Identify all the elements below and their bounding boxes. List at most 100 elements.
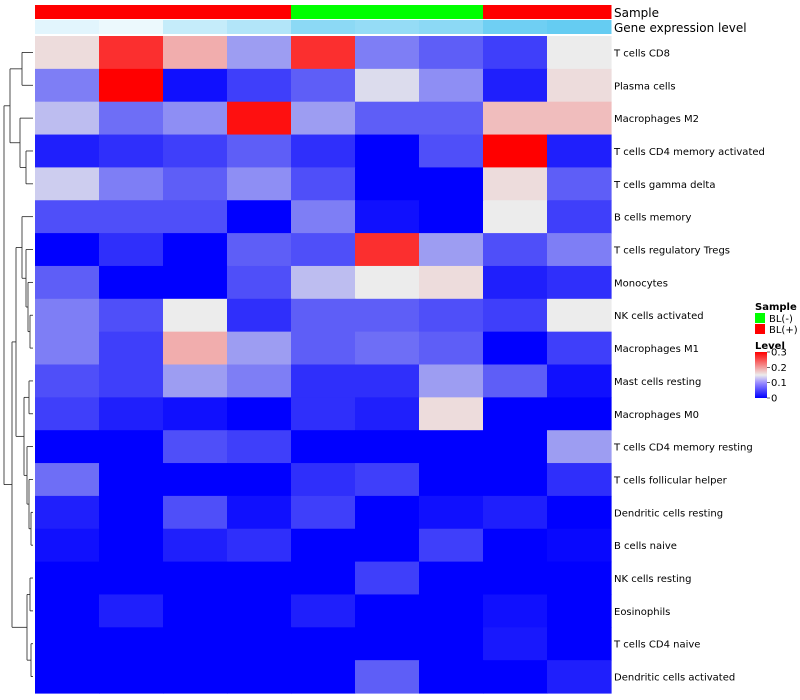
heatmap-cell bbox=[419, 331, 484, 366]
legend-sample-entries: BL(-)BL(+) bbox=[755, 313, 798, 336]
heatmap-cell bbox=[35, 594, 100, 628]
expression-annotation-cell bbox=[163, 20, 228, 34]
legend-sample-swatch bbox=[755, 324, 765, 334]
heatmap-cell bbox=[547, 233, 612, 267]
heatmap-cell bbox=[163, 200, 228, 234]
expression-annotation-cell bbox=[99, 20, 164, 34]
expression-annotation-cell bbox=[547, 20, 612, 34]
heatmap-cell bbox=[227, 364, 292, 398]
heatmap-cell bbox=[35, 660, 100, 694]
heatmap-cell bbox=[99, 561, 164, 596]
heatmap-cell bbox=[483, 167, 548, 201]
heatmap-cell bbox=[355, 101, 420, 136]
heatmap-cell bbox=[547, 430, 612, 464]
heatmap-cell bbox=[419, 167, 484, 201]
heatmap-cell bbox=[35, 364, 100, 398]
heatmap-cell bbox=[547, 331, 612, 366]
heatmap-cell bbox=[547, 298, 612, 333]
heatmap-cell bbox=[291, 364, 356, 398]
heatmap-cell bbox=[419, 364, 484, 398]
heatmap-cell bbox=[547, 561, 612, 596]
heatmap-cell bbox=[227, 134, 292, 168]
row-label: Dendritic cells resting bbox=[614, 508, 723, 519]
sample-annotation-cell bbox=[35, 5, 100, 19]
heatmap-cell bbox=[291, 36, 356, 70]
heatmap-cell bbox=[99, 233, 164, 267]
heatmap-cell bbox=[419, 298, 484, 333]
heatmap-cell bbox=[547, 397, 612, 431]
sample-annotation-cell bbox=[355, 5, 420, 19]
heatmap-cell bbox=[483, 134, 548, 168]
heatmap-cell bbox=[483, 68, 548, 103]
heatmap-cell bbox=[419, 265, 484, 300]
heatmap-cell bbox=[163, 528, 228, 563]
heatmap-cell bbox=[227, 36, 292, 70]
heatmap-cell bbox=[99, 331, 164, 366]
heatmap-cell bbox=[291, 167, 356, 201]
heatmap-cell bbox=[355, 36, 420, 70]
heatmap-cell bbox=[355, 627, 420, 661]
heatmap-cell bbox=[99, 463, 164, 497]
heatmap-cell bbox=[355, 463, 420, 497]
heatmap-cell bbox=[483, 495, 548, 530]
heatmap-cell bbox=[547, 265, 612, 300]
heatmap-cell bbox=[291, 561, 356, 596]
sample-annotation-cell bbox=[547, 5, 612, 19]
row-label: Monocytes bbox=[614, 278, 668, 289]
heatmap-cell bbox=[99, 36, 164, 70]
row-label: T cells CD8 bbox=[613, 48, 670, 59]
heatmap-cell bbox=[547, 101, 612, 136]
heatmap-cell bbox=[291, 101, 356, 136]
row-label: T cells regulatory Tregs bbox=[613, 246, 730, 257]
heatmap-cell bbox=[419, 495, 484, 530]
heatmap-cell bbox=[483, 233, 548, 267]
heatmap-cell bbox=[483, 265, 548, 300]
heatmap-cell bbox=[547, 68, 612, 103]
heatmap-cell bbox=[163, 495, 228, 530]
heatmap-cell bbox=[291, 660, 356, 694]
heatmap-cell bbox=[419, 463, 484, 497]
row-label: Mast cells resting bbox=[614, 377, 701, 388]
heatmap-cell bbox=[227, 233, 292, 267]
heatmap-cell bbox=[99, 101, 164, 136]
heatmap-cell bbox=[227, 430, 292, 464]
heatmap-cell bbox=[163, 265, 228, 300]
heatmap-cell bbox=[291, 397, 356, 431]
heatmap-cell bbox=[35, 265, 100, 300]
row-label: Plasma cells bbox=[614, 81, 676, 92]
heatmap-cell bbox=[163, 331, 228, 366]
expression-annotation-cell bbox=[355, 20, 420, 34]
heatmap-cell bbox=[99, 594, 164, 628]
heatmap-cell bbox=[227, 528, 292, 563]
legend: Sample BL(-)BL(+) Level 0.3 0.2 0.1 0 bbox=[755, 302, 798, 405]
heatmap-cell bbox=[227, 627, 292, 661]
heatmap-cell bbox=[291, 265, 356, 300]
row-label: T cells CD4 naive bbox=[613, 640, 700, 651]
heatmap-cell bbox=[163, 68, 228, 103]
heatmap-cell bbox=[163, 364, 228, 398]
heatmap-cell bbox=[99, 430, 164, 464]
heatmap-cell bbox=[227, 101, 292, 136]
heatmap-cell bbox=[291, 463, 356, 497]
legend-tick-label: 0.2 bbox=[771, 363, 787, 374]
heatmap-cell bbox=[227, 561, 292, 596]
heatmap-cell bbox=[99, 528, 164, 563]
legend-tick-label: 0 bbox=[771, 394, 777, 405]
heatmap-cell bbox=[355, 594, 420, 628]
legend-sample-label: BL(+) bbox=[769, 325, 798, 336]
heatmap-cell bbox=[35, 430, 100, 464]
heatmap-cell bbox=[291, 594, 356, 628]
heatmap-cell bbox=[291, 298, 356, 333]
heatmap-cell bbox=[163, 627, 228, 661]
sample-annotation-cell bbox=[99, 5, 164, 19]
heatmap-cell bbox=[547, 594, 612, 628]
heatmap-cell bbox=[419, 200, 484, 234]
heatmap-cell bbox=[163, 660, 228, 694]
heatmap-cell bbox=[547, 495, 612, 530]
heatmap-cell bbox=[355, 167, 420, 201]
legend-sample-label: BL(-) bbox=[769, 314, 793, 325]
heatmap-cell bbox=[483, 200, 548, 234]
heatmap-cell bbox=[227, 660, 292, 694]
heatmap-cell bbox=[483, 660, 548, 694]
heatmap-cell bbox=[163, 430, 228, 464]
